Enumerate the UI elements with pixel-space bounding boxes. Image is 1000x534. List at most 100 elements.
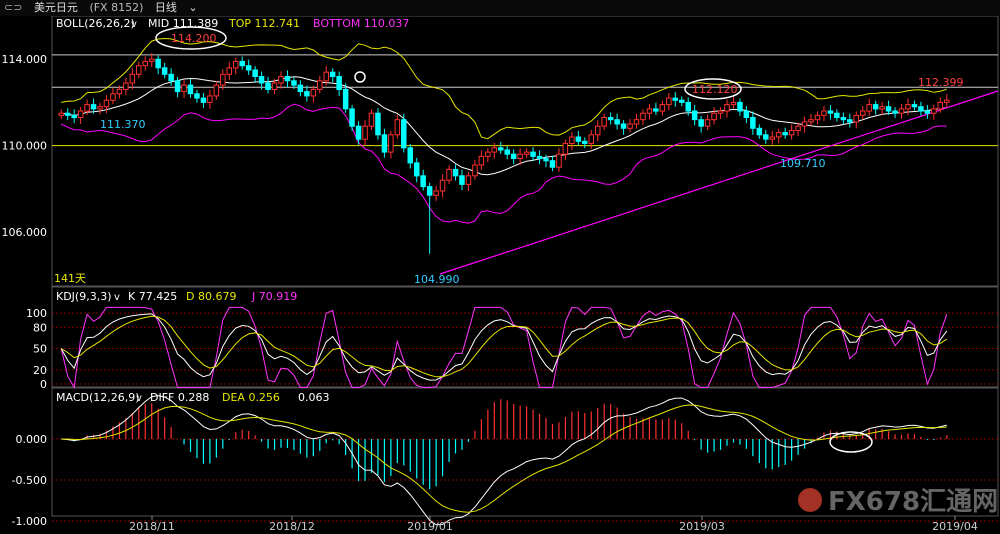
candle-body [659, 104, 666, 112]
x-tick-label: 2019/03 [679, 520, 725, 533]
candle-body [161, 67, 168, 75]
candle-body [478, 155, 485, 166]
candle-body [847, 119, 853, 123]
candle-body [633, 119, 640, 125]
bottom-label: 104.990 [414, 273, 460, 286]
candle-body [220, 73, 226, 86]
watermark-text: FX678汇通网 [828, 487, 998, 517]
candle-body [77, 110, 84, 118]
watermark-logo-icon [798, 488, 822, 512]
candle-body [575, 136, 582, 142]
candle-body [84, 104, 90, 112]
candle-body [149, 58, 155, 62]
candle-body [355, 125, 362, 140]
candle-body [892, 110, 898, 114]
high-circle [155, 26, 227, 50]
candle-body [523, 151, 530, 155]
boll-mid-line [61, 76, 947, 176]
candle-body [588, 134, 594, 144]
candle-body [898, 108, 905, 114]
kdj-tick-label: 80 [33, 321, 47, 334]
macd-cross-circle [829, 431, 873, 453]
candle-body [245, 65, 252, 71]
candle-body [265, 82, 271, 90]
candle-body [646, 108, 653, 114]
candle-body [426, 186, 433, 196]
marker-circle [354, 71, 366, 83]
price-pane-border [51, 16, 999, 287]
chevron-down-icon: ⌄ [184, 1, 198, 14]
candle-body [827, 110, 834, 114]
candle-body [769, 136, 775, 140]
candle-body [116, 88, 123, 95]
macd-label[interactable]: MACD(12,26,9) [56, 391, 140, 404]
candle-body [123, 82, 129, 90]
candle-body [814, 114, 821, 121]
period-selector[interactable]: 日线 ⌄ [155, 1, 206, 14]
candle-body [743, 110, 750, 118]
candle-body [620, 123, 627, 129]
link-icon[interactable]: ⊂⊃ [4, 1, 23, 14]
candle-body [750, 117, 756, 129]
kdj-label[interactable]: KDJ(9,3,3) [56, 290, 112, 303]
x-tick-label: 2019/04 [932, 520, 978, 533]
candle-body [937, 101, 943, 110]
candle-body [174, 80, 181, 93]
candle-body [498, 147, 504, 151]
trend-line [439, 90, 999, 275]
candle-body [879, 106, 885, 110]
macd-diff-line [61, 395, 947, 526]
candles [58, 53, 950, 254]
candle-body [414, 162, 420, 177]
candle-body [510, 153, 517, 159]
kdj-j-line [60, 306, 948, 390]
boll-chevron[interactable]: v [131, 19, 137, 30]
candle-body [342, 88, 349, 110]
instrument-code: (FX 8152) [89, 1, 144, 14]
candle-body [362, 125, 368, 140]
candle-body [860, 110, 866, 116]
candle-body [142, 60, 148, 67]
boll-label[interactable]: BOLL(26,26,2) [56, 17, 135, 30]
macd-tick-label: 0.000 [16, 433, 48, 446]
kdj-lines [60, 306, 948, 390]
kdj-chevron[interactable]: v [114, 292, 120, 303]
candle-body [775, 132, 782, 138]
candle-body [905, 104, 911, 110]
trend-line-segment [439, 90, 999, 275]
kdj-tick-label: 0 [40, 378, 47, 391]
candle-body [872, 104, 879, 110]
candle-body [614, 119, 620, 125]
candle-body [704, 119, 711, 127]
candle-body [291, 80, 297, 86]
candle-body [853, 114, 859, 123]
candle-body [446, 168, 452, 181]
candle-body [711, 112, 717, 121]
candle-body [103, 99, 110, 108]
boll-bottom-line [60, 103, 947, 224]
candle-body [672, 97, 678, 101]
candle-body [717, 110, 724, 114]
candle-body [556, 153, 562, 168]
candle-body [530, 151, 536, 157]
instrument-name: 美元日元 [33, 1, 78, 14]
candle-body [931, 108, 937, 114]
watermark: FX678汇通网 [798, 487, 998, 517]
candle-body [420, 175, 426, 188]
candle-body [627, 123, 633, 129]
candle-body [439, 179, 446, 192]
price-tick-label: 114.000 [2, 53, 48, 66]
candle-body [200, 97, 207, 103]
candle-body [194, 93, 200, 99]
candle-body [329, 71, 336, 78]
candle-body [491, 147, 497, 153]
boll-top-line [61, 37, 947, 140]
right-low-label: 109.710 [780, 157, 826, 170]
kdj-k-line [60, 313, 948, 381]
candle-body [278, 76, 284, 84]
macd-chevron[interactable]: v [136, 393, 142, 404]
candle-body [181, 84, 187, 93]
candle-body [97, 106, 103, 110]
